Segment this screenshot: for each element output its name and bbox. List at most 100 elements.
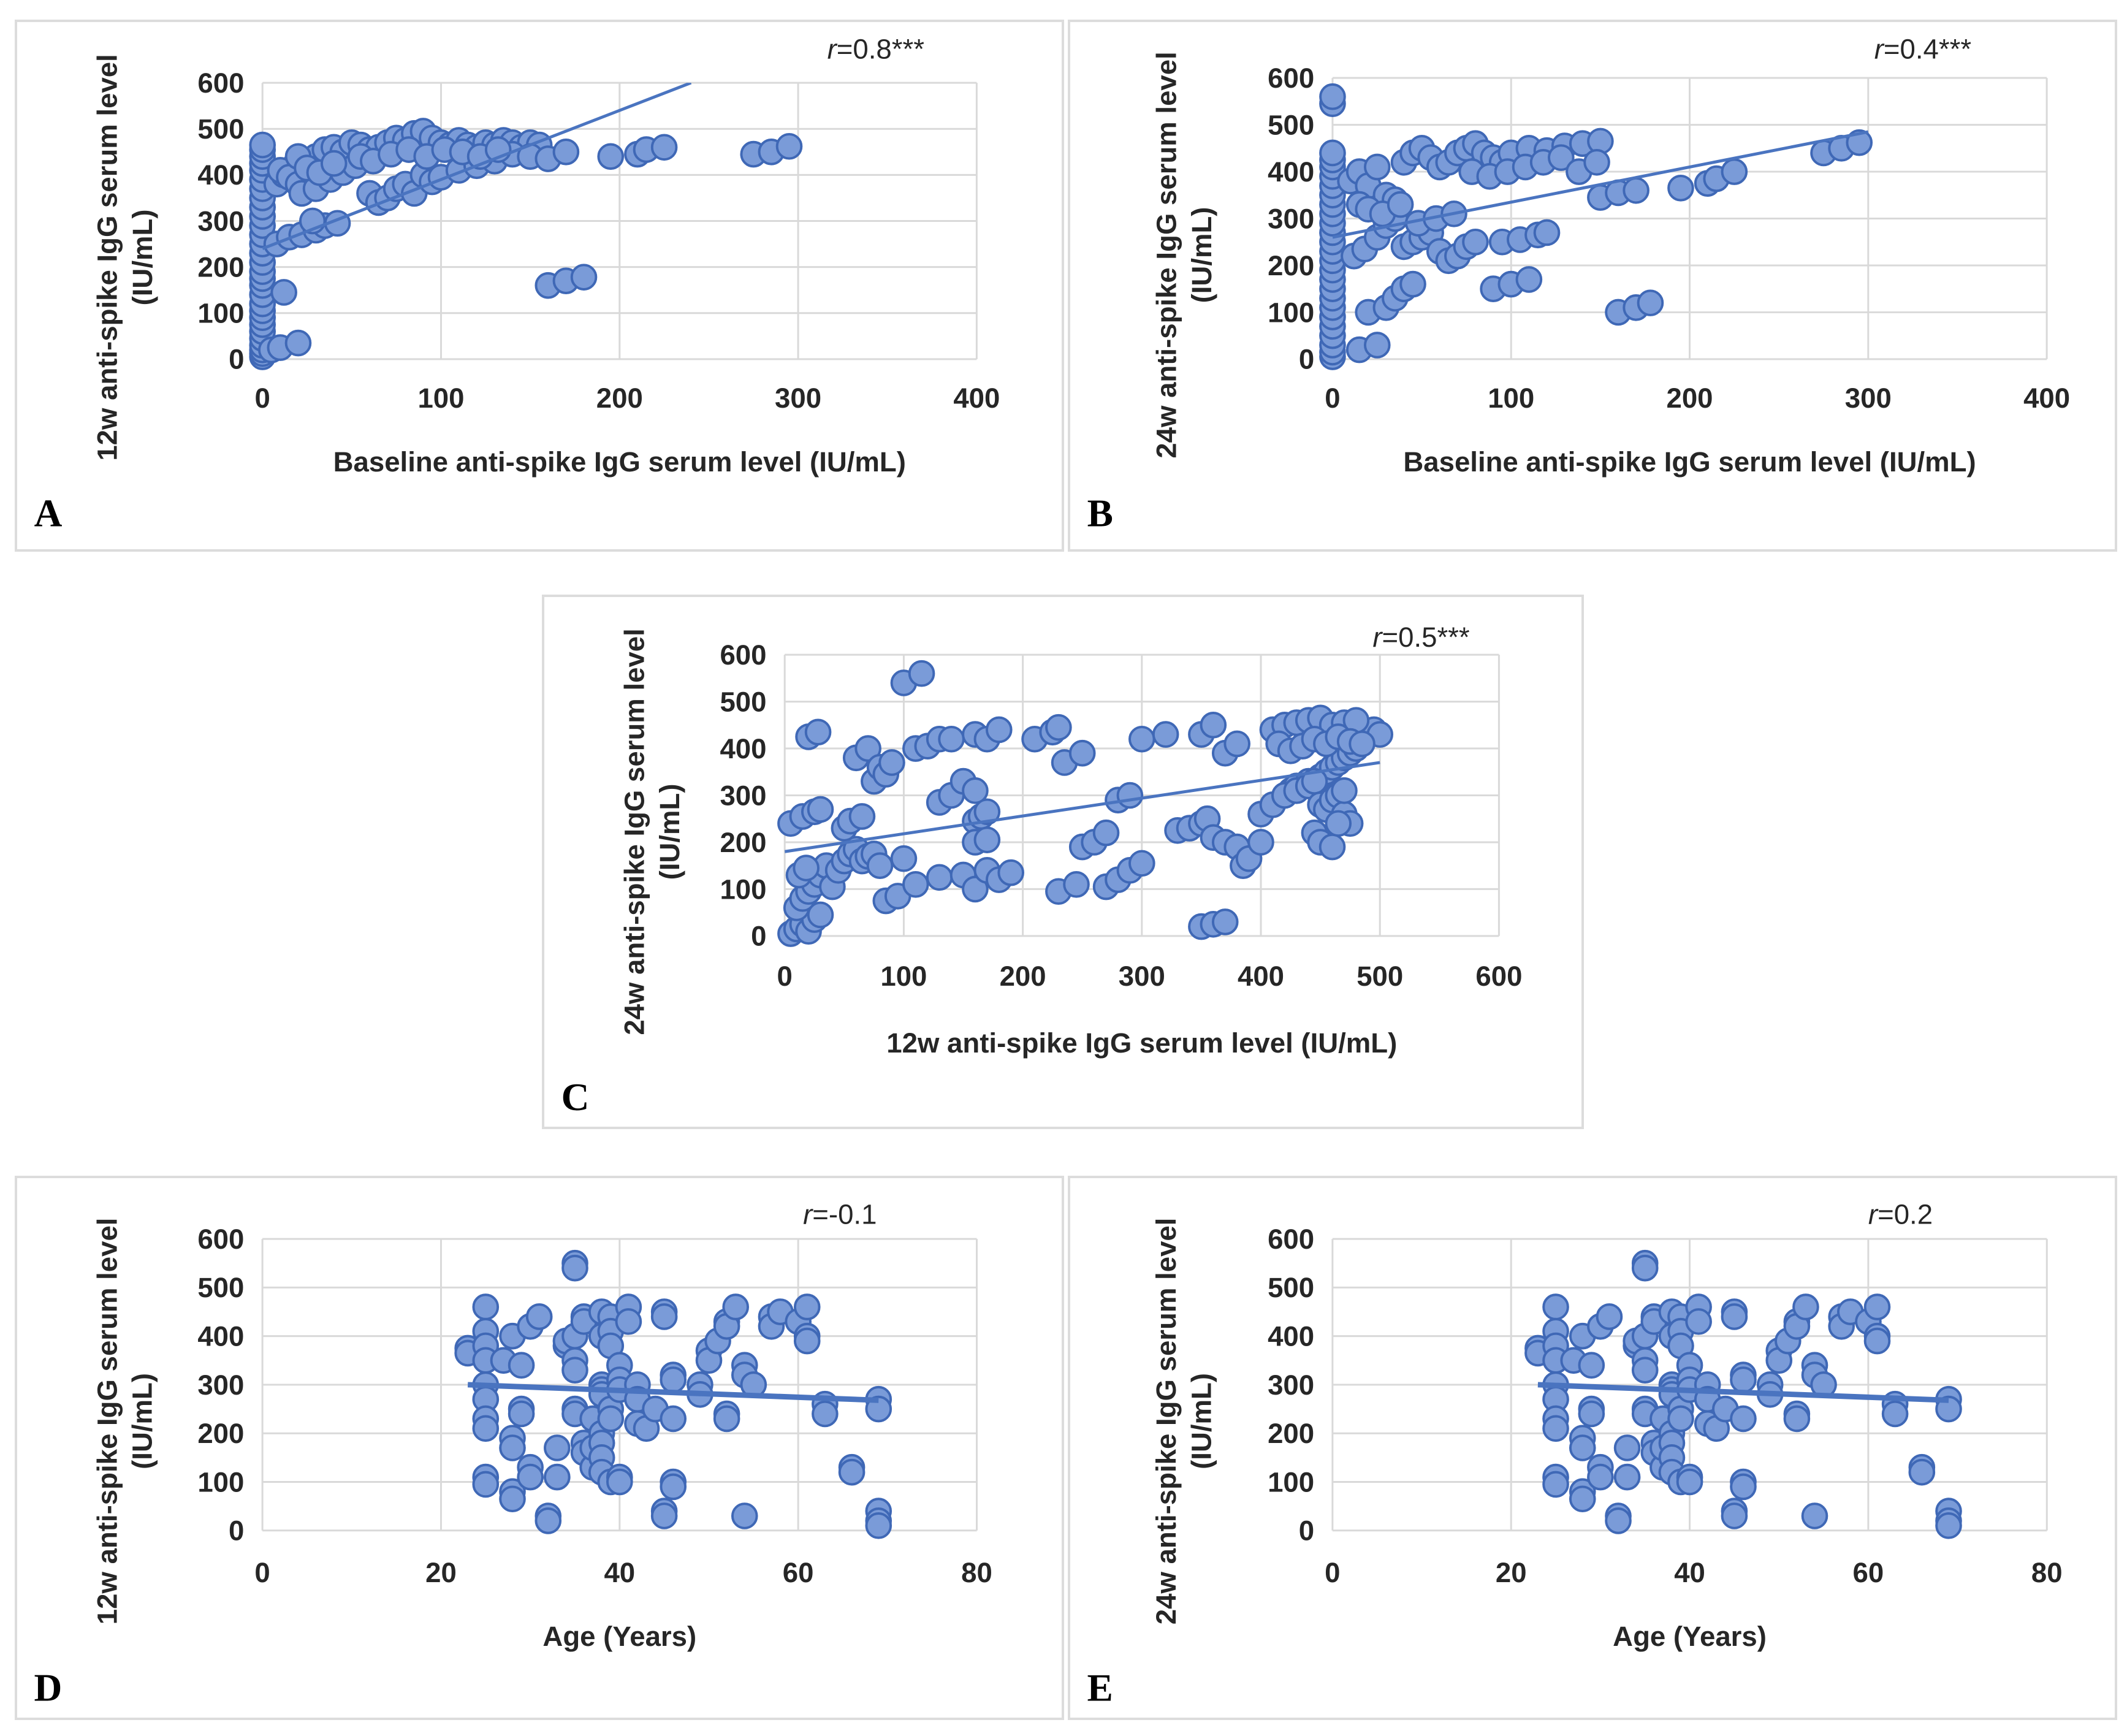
- y-tick-label: 300: [197, 1369, 244, 1401]
- data-point: [525, 1303, 553, 1330]
- data-point: [731, 1502, 758, 1529]
- y-tick-label: 200: [720, 827, 766, 858]
- panel-letter: A: [34, 491, 63, 535]
- data-point: [1578, 1400, 1605, 1428]
- x-tick-label: 40: [1674, 1557, 1705, 1588]
- x-tick-label: 0: [1325, 383, 1340, 414]
- data-point: [270, 279, 297, 306]
- y-tick-label: 600: [1268, 63, 1314, 94]
- data-point: [1676, 1468, 1703, 1496]
- data-point: [1318, 833, 1346, 861]
- data-point: [660, 1366, 687, 1393]
- data-point: [1637, 289, 1664, 316]
- y-tick-label: 0: [229, 1515, 244, 1547]
- data-point: [1128, 850, 1155, 877]
- data-point: [838, 1458, 866, 1486]
- data-point: [650, 1502, 678, 1529]
- x-tick-label: 400: [953, 383, 1000, 414]
- trend-line: [1332, 130, 1869, 239]
- y-tick-label: 100: [1268, 297, 1314, 328]
- data-point: [1399, 270, 1426, 298]
- chart-c-svg: 0 100 200 300 400 500 600 0 100 200 300 400 500 600 r=…: [561, 622, 1523, 1119]
- data-point: [472, 1293, 500, 1320]
- data-point: [1792, 1293, 1819, 1320]
- data-point: [1613, 1463, 1641, 1491]
- data-point: [535, 1507, 562, 1534]
- y-tick-label: 300: [1268, 203, 1314, 234]
- data-point: [1801, 1502, 1828, 1529]
- y-tick-label: 300: [197, 205, 244, 237]
- x-tick-label: 60: [1853, 1557, 1884, 1588]
- data-point: [650, 1303, 678, 1330]
- y-axis-title-line: (IU/mL): [1186, 207, 1217, 303]
- correlation-r-value: =0.5***: [1382, 622, 1470, 653]
- data-point: [499, 1485, 526, 1513]
- x-tick-label: 600: [1475, 961, 1522, 992]
- data-point: [775, 132, 803, 160]
- data-point: [1063, 870, 1090, 898]
- data-point: [938, 725, 965, 753]
- y-tick-label: 500: [720, 686, 766, 717]
- correlation-label: r=0.5***: [1372, 622, 1470, 653]
- data-point: [1935, 1395, 1962, 1423]
- data-point: [284, 329, 312, 357]
- data-point: [472, 1415, 500, 1442]
- x-tick-label: 0: [254, 1557, 270, 1588]
- data-point: [985, 716, 1013, 744]
- data-point: [1667, 1405, 1694, 1433]
- data-point: [1685, 1308, 1712, 1335]
- data-point: [1721, 1303, 1748, 1330]
- y-tick-label: 0: [751, 921, 766, 952]
- x-tick-label: 400: [2023, 383, 2070, 414]
- y-tick-label: 400: [1268, 1321, 1314, 1352]
- data-point: [1387, 191, 1414, 218]
- x-axis-title: Baseline anti-spike IgG serum level (IU/…: [1403, 446, 1976, 478]
- data-point: [320, 150, 348, 177]
- data-point: [615, 1308, 642, 1335]
- data-point: [1331, 777, 1358, 804]
- y-tick-label: 100: [720, 874, 766, 905]
- data-point: [1730, 1405, 1757, 1433]
- x-tick-label: 60: [783, 1557, 814, 1588]
- data-point: [544, 1463, 571, 1491]
- y-tick-label: 400: [1268, 156, 1314, 188]
- correlation-r-value: =0.2: [1878, 1198, 1933, 1230]
- panel-letter: D: [34, 1666, 62, 1709]
- x-tick-label: 100: [880, 961, 927, 992]
- y-axis-title-line: 24w anti-spike IgG serum level: [1151, 51, 1182, 458]
- data-point: [1462, 228, 1489, 256]
- data-point: [908, 660, 935, 687]
- scatter-panel-e: 0 100 200 300 400 500 600 0 20 40 60 80 r=0.2 Age (Ye…: [1068, 1176, 2117, 1720]
- y-tick-label: 300: [720, 780, 766, 811]
- y-tick-label: 100: [197, 1466, 244, 1498]
- correlation-r-symbol: r: [1874, 33, 1885, 64]
- data-point: [1578, 1352, 1605, 1379]
- correlation-r-value: =0.8***: [837, 33, 924, 64]
- y-tick-label: 200: [197, 251, 244, 283]
- data-point: [1319, 139, 1346, 167]
- data-point: [804, 718, 832, 746]
- data-point: [1783, 1405, 1811, 1433]
- data-point: [866, 852, 894, 879]
- trend-line: [467, 1382, 879, 1403]
- y-axis-title-line: (IU/mL): [654, 783, 685, 880]
- data-point: [1631, 1357, 1659, 1384]
- data-point: [854, 735, 881, 762]
- data-point: [1587, 1463, 1614, 1491]
- data-point: [1116, 782, 1144, 809]
- data-point: [1533, 219, 1561, 246]
- data-point: [890, 845, 918, 872]
- data-point: [848, 803, 876, 830]
- data-point: [1908, 1458, 1936, 1486]
- y-tick-label: 600: [1268, 1224, 1314, 1255]
- y-tick-label: 600: [720, 639, 766, 671]
- data-point: [713, 1405, 740, 1433]
- data-point: [1547, 144, 1575, 171]
- data-point: [517, 1463, 544, 1491]
- x-tick-label: 0: [1325, 1557, 1340, 1588]
- y-tick-label: 200: [1268, 1418, 1314, 1449]
- x-tick-label: 40: [604, 1557, 635, 1588]
- data-point: [807, 901, 834, 929]
- data-point: [1667, 175, 1694, 202]
- y-tick-label: 200: [1268, 250, 1314, 281]
